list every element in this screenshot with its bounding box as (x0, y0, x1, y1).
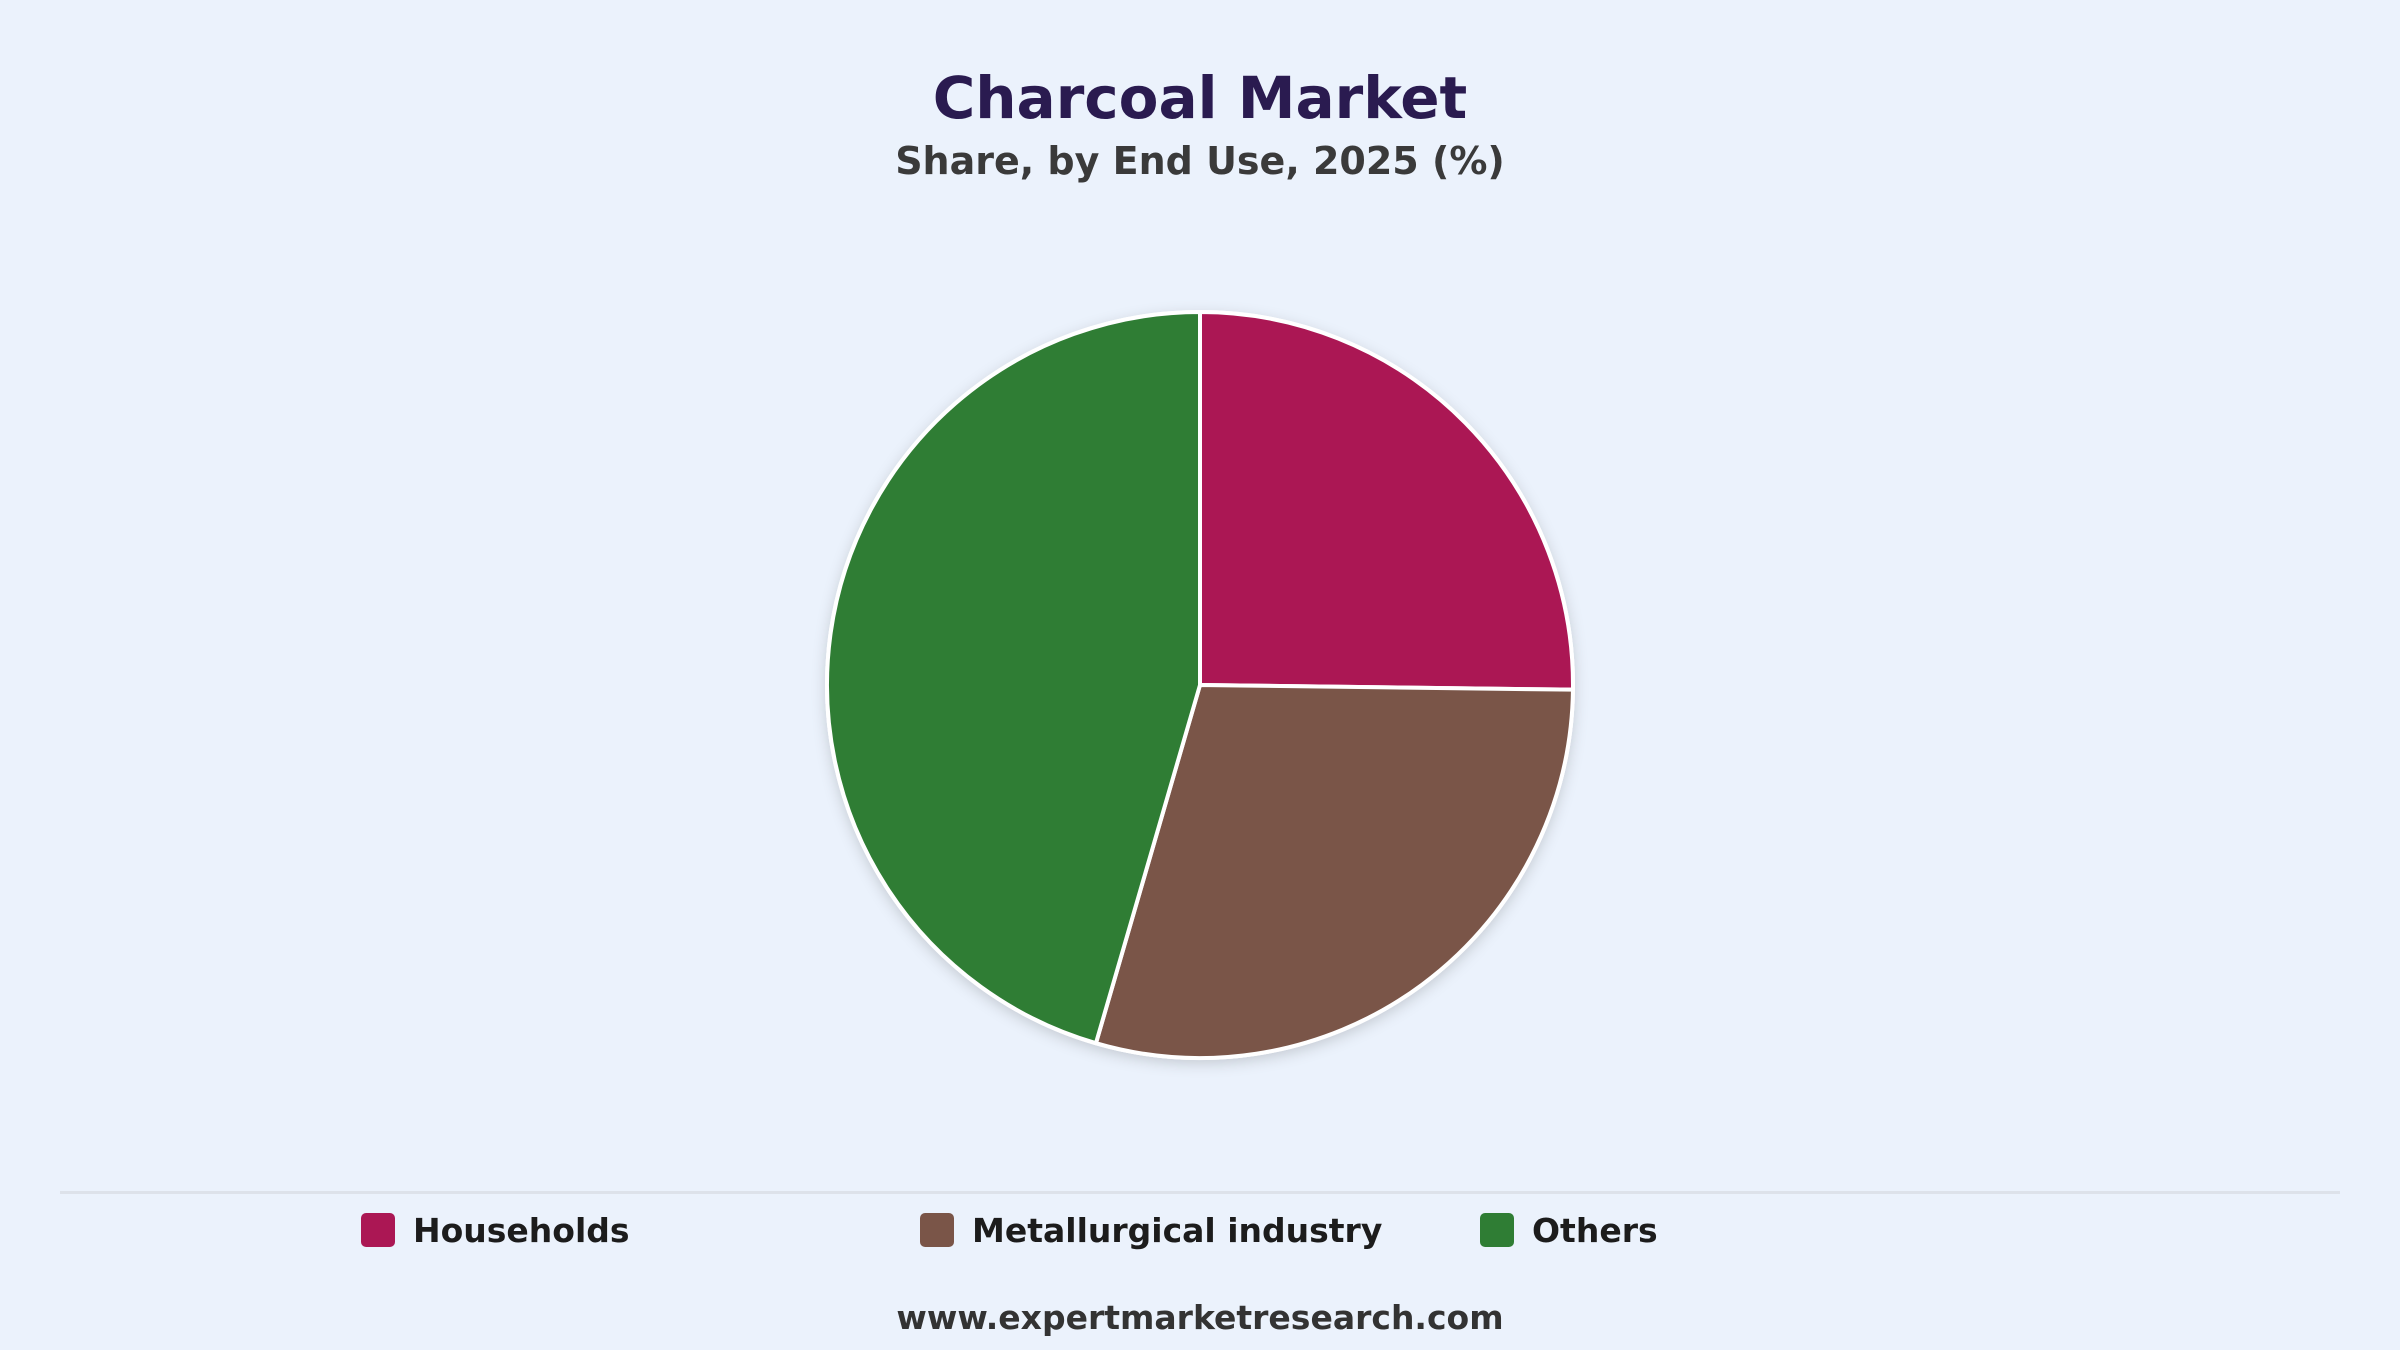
pie-slice-others[interactable] (825, 310, 1202, 1046)
pie-slice-households[interactable] (1198, 310, 1575, 692)
legend-label-others: Others (1532, 1210, 1658, 1250)
pie-slice-metallurgical-industry[interactable] (1093, 683, 1575, 1060)
legend-label-households: Households (413, 1210, 630, 1250)
legend-swatch-others (1480, 1213, 1514, 1247)
chart-subtitle: Share, by End Use, 2025 (%) (895, 139, 1505, 183)
legend-swatch-metallurgical-industry (920, 1213, 954, 1247)
source-url: www.expertmarketresearch.com (896, 1298, 1504, 1337)
pie-slices (825, 310, 1575, 1060)
pie-chart (825, 310, 1575, 1060)
legend-divider (60, 1191, 2340, 1194)
legend-item-households: Households (361, 1210, 630, 1250)
legend-item-others: Others (1480, 1210, 1658, 1250)
legend-swatch-households (361, 1213, 395, 1247)
chart-title: Charcoal Market (932, 64, 1468, 132)
legend-item-metallurgical-industry: Metallurgical industry (920, 1210, 1382, 1250)
legend-label-metallurgical-industry: Metallurgical industry (972, 1210, 1383, 1250)
